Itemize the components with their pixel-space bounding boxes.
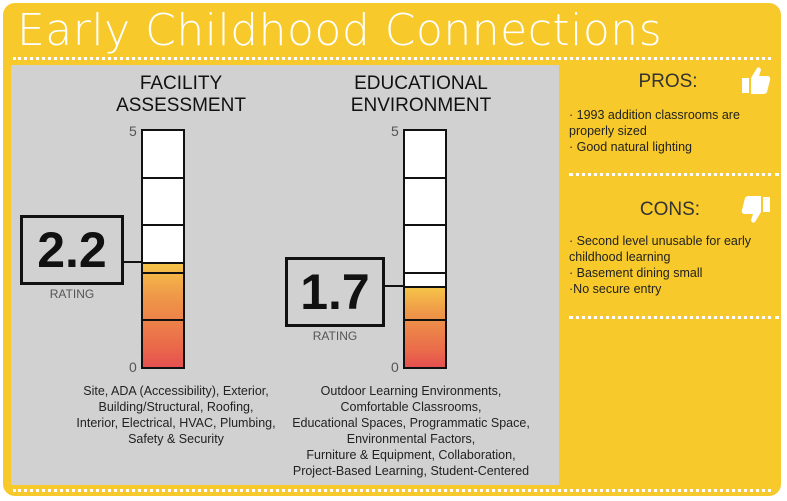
caption-line: Building/Structural, Roofing, xyxy=(98,400,254,414)
gauge-bar-facility xyxy=(141,129,185,369)
gauge-title-facility: FACILITY ASSESSMENT xyxy=(116,73,246,116)
scale-max-label: 5 xyxy=(391,123,399,139)
gauge-connector-educational xyxy=(381,284,405,287)
gauge-fill-line xyxy=(405,285,445,288)
caption-line: Project-Based Learning, Student-Centered xyxy=(292,464,530,478)
thumbs-up-icon xyxy=(742,67,771,94)
list-item: childhood learning xyxy=(569,250,671,264)
list-item: · Good natural lighting xyxy=(569,140,692,154)
list-item: · Basement dining small xyxy=(569,266,703,280)
gauge-fill-line xyxy=(143,262,183,265)
caption-line: Environmental Factors, xyxy=(346,432,476,446)
list-item: properly sized xyxy=(569,124,647,138)
caption-educational: Outdoor Learning Environments, Comfortabl… xyxy=(266,383,556,479)
cons-heading: CONS: xyxy=(639,199,701,220)
list-item: ·No secure entry xyxy=(569,282,662,296)
divider-bottom xyxy=(13,489,771,492)
caption-line: Safety & Security xyxy=(128,432,224,446)
gauge-title-educational: EDUCATIONAL ENVIRONMENT xyxy=(350,73,492,116)
gauge-bar-educational xyxy=(403,129,447,369)
card: Early Childhood Connections FACILITY ASS… xyxy=(3,3,781,496)
list-item: · 1993 addition classrooms are xyxy=(569,108,740,122)
gauge-segment-line xyxy=(143,318,183,321)
gauge-segment-line xyxy=(143,271,183,274)
rating-box-educational: 1.7 xyxy=(285,257,385,327)
gauge-fill-educational xyxy=(405,286,445,367)
gauge-segment-line xyxy=(143,224,183,227)
caption-line: Educational Spaces, Programmatic Space, xyxy=(292,416,530,430)
caption-line: Comfortable Classrooms, xyxy=(340,400,482,414)
gauge-segment-line xyxy=(405,318,445,321)
gauge-fill-facility xyxy=(143,263,183,367)
caption-line: Outdoor Learning Environments, xyxy=(320,384,502,398)
pros-list: · 1993 addition classrooms are properly … xyxy=(569,107,769,155)
list-item: · Second level unusable for early xyxy=(569,234,752,248)
caption-line: Interior, Electrical, HVAC, Plumbing, xyxy=(76,416,276,430)
rating-label-facility: RATING xyxy=(49,287,95,301)
scale-min-label: 0 xyxy=(391,359,399,375)
rating-box-facility: 2.2 xyxy=(20,215,124,285)
gauge-segment-line xyxy=(143,177,183,180)
divider-pros xyxy=(569,173,779,176)
gauge-segment-line xyxy=(405,271,445,274)
gauge-connector-facility xyxy=(121,261,143,264)
divider-top xyxy=(13,57,771,60)
thumbs-down-icon xyxy=(741,196,770,223)
caption-line: Site, ADA (Accessibility), Exterior, xyxy=(83,384,269,398)
page-title: Early Childhood Connections xyxy=(17,5,663,56)
chart-panel: FACILITY ASSESSMENT 5 0 2.2 RATING Site,… xyxy=(11,65,559,485)
caption-line: Furniture & Equipment, Collaboration, xyxy=(306,448,516,462)
pros-heading: PROS: xyxy=(638,71,698,92)
gauge-segment-line xyxy=(405,177,445,180)
divider-cons xyxy=(569,316,779,319)
gauge-segment-line xyxy=(405,224,445,227)
scale-min-label: 0 xyxy=(129,359,137,375)
rating-label-educational: RATING xyxy=(312,329,358,343)
caption-facility: Site, ADA (Accessibility), Exterior, Buil… xyxy=(21,383,331,447)
cons-list: · Second level unusable for early childh… xyxy=(569,233,779,297)
scale-max-label: 5 xyxy=(129,123,137,139)
